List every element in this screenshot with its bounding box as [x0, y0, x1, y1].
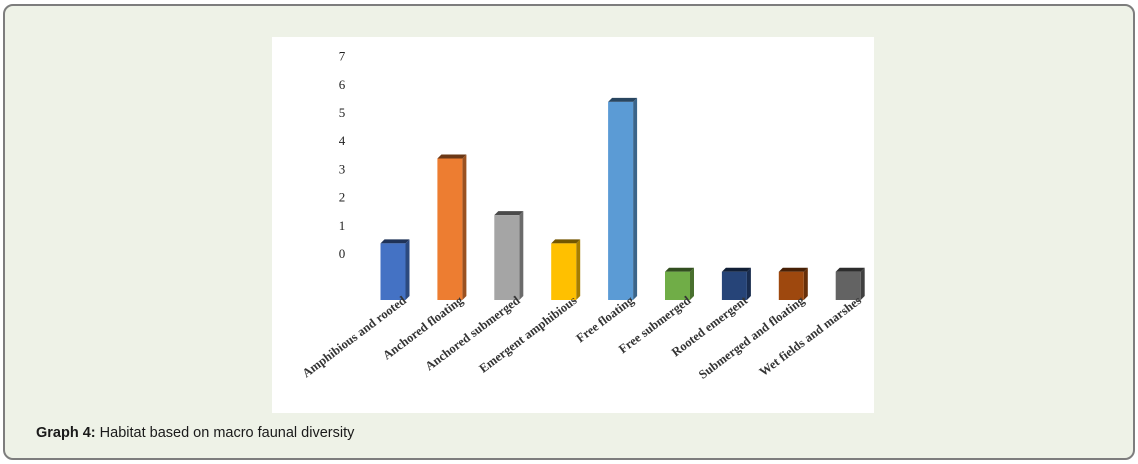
y-tick-label: 0 [339, 246, 346, 261]
bar-side-rooted-emergent [746, 267, 751, 300]
x-tick-label: Submerged and floating [696, 293, 808, 382]
y-tick-label: 2 [339, 190, 346, 205]
bar-side-submerged-and-floating [803, 267, 808, 300]
x-tick-label: Amphibious and rooted [300, 293, 409, 380]
bar-top-free-floating [608, 97, 638, 102]
bar-top-anchored-submerged [494, 211, 524, 216]
bar-top-submerged-and-floating [778, 267, 808, 272]
y-tick-label: 6 [339, 77, 346, 92]
bar-side-wet-fields-and-marshes [860, 267, 865, 300]
bar-submerged-and-floating [778, 271, 804, 300]
y-tick-label: 1 [339, 218, 346, 233]
bar-rooted-emergent [721, 271, 747, 300]
y-tick-label: 4 [339, 133, 346, 148]
figure-caption: Graph 4: Habitat based on macro faunal d… [36, 425, 354, 441]
bar-top-rooted-emergent [721, 267, 751, 272]
figure-panel: 0 1 2 3 4 5 6 7 Amphibious and rooted Anchored fl… [3, 4, 1135, 460]
y-tick-label: 5 [339, 105, 346, 120]
bar-side-amphibious-and-rooted [405, 239, 410, 300]
bar-side-emergent-amphibious [576, 239, 581, 300]
bar-anchored-floating [437, 158, 463, 300]
caption-text: Habitat based on macro faunal diversity [99, 425, 355, 441]
bar-anchored-submerged [494, 215, 520, 300]
y-tick-label: 3 [339, 161, 346, 176]
x-tick-label: Emergent amphibious [477, 293, 580, 376]
bar-wet-fields-and-marshes [835, 271, 861, 300]
bar-amphibious-and-rooted [380, 243, 406, 300]
bar-free-floating [608, 101, 634, 301]
bar-side-free-submerged [690, 267, 694, 300]
x-tick-label: Wet fields and marshes [757, 293, 865, 379]
bar-top-free-submerged [665, 267, 694, 272]
bar-top-anchored-floating [437, 154, 467, 159]
x-tick-label: Anchored submerged [423, 293, 523, 373]
bar-side-anchored-floating [462, 154, 467, 300]
bar-top-wet-fields-and-marshes [835, 267, 865, 272]
bar-emergent-amphibious [551, 243, 577, 300]
y-tick-label: 7 [339, 49, 346, 64]
chart-area: 0 1 2 3 4 5 6 7 Amphibious and rooted Anchored fl… [272, 37, 874, 413]
bar-top-emergent-amphibious [551, 239, 581, 244]
bar-top-amphibious-and-rooted [380, 239, 410, 244]
bar-side-free-floating [633, 97, 638, 301]
caption-label: Graph 4: [36, 425, 96, 441]
bar-free-submerged [665, 271, 690, 300]
bar-side-anchored-submerged [519, 211, 524, 300]
